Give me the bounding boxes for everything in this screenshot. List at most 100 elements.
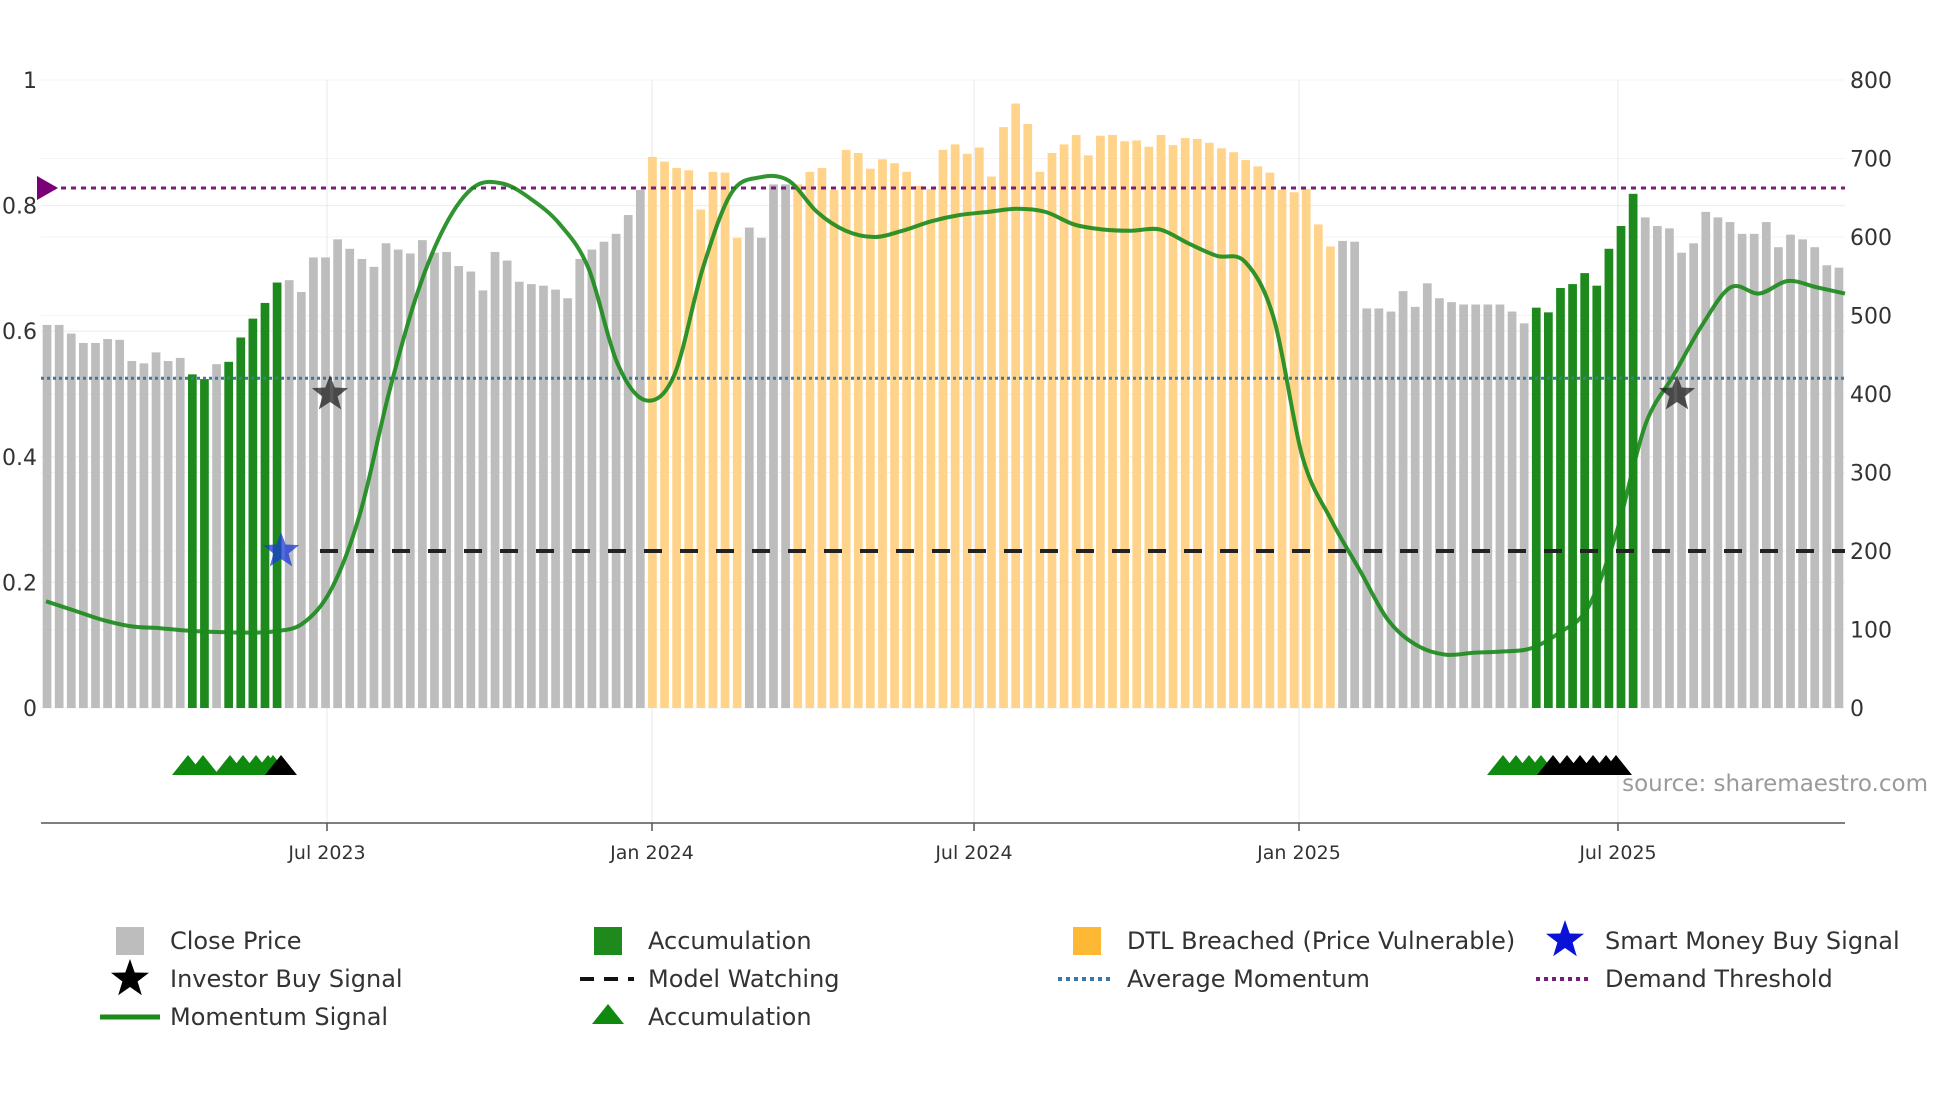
investor-buy-star-icon xyxy=(311,375,349,410)
x-tick-label: Jan 2025 xyxy=(1256,842,1341,864)
price-bar xyxy=(817,167,827,709)
price-bar xyxy=(720,172,730,708)
price-bar xyxy=(1410,306,1420,708)
legend-label-demand-threshold: Demand Threshold xyxy=(1605,965,1833,993)
price-bar xyxy=(115,339,125,708)
price-bar xyxy=(1229,152,1238,709)
legend-green-square-icon xyxy=(594,927,622,955)
x-axis-ticks: Jul 2023 Jan 2024 Jul 2024 Jan 2025 Jul 2025 xyxy=(287,823,1657,864)
price-bar xyxy=(79,342,88,708)
price-bar xyxy=(708,171,718,709)
y-left-tick-label: 0.8 xyxy=(2,195,37,220)
price-bar xyxy=(660,161,669,708)
price-bar xyxy=(442,251,451,709)
price-bar xyxy=(793,184,803,708)
y-axis-left: 0 0.2 0.4 0.6 0.8 1 xyxy=(2,69,37,722)
accumulation-triangle-icon xyxy=(265,755,297,775)
price-bar xyxy=(841,149,851,709)
price-bar xyxy=(648,156,657,708)
price-bar xyxy=(1120,141,1129,709)
price-bar xyxy=(66,333,76,708)
price-bar xyxy=(1047,153,1057,708)
price-bar xyxy=(490,251,500,709)
price-bar xyxy=(672,167,681,709)
price-bar xyxy=(393,249,403,708)
y-right-tick-label: 700 xyxy=(1850,148,1892,173)
price-bar xyxy=(1507,311,1517,708)
price-bar xyxy=(430,252,439,708)
y-right-tick-label: 500 xyxy=(1850,305,1892,330)
price-bar xyxy=(1374,308,1384,708)
legend-black-star-icon xyxy=(111,959,149,996)
price-bar xyxy=(805,171,815,709)
price-bar xyxy=(635,189,645,708)
smart-money-buy-star-icon xyxy=(262,532,300,567)
price-bar xyxy=(1059,144,1069,708)
price-bar xyxy=(1180,138,1190,709)
legend-label-dtl-breached: DTL Breached (Price Vulnerable) xyxy=(1127,927,1515,955)
price-bar xyxy=(1447,302,1456,708)
price-bar xyxy=(950,144,960,708)
legend-label-accumulation: Accumulation xyxy=(648,927,812,955)
price-bar xyxy=(781,184,790,708)
price-bar xyxy=(1798,239,1807,709)
price-bar xyxy=(1531,307,1541,708)
price-bar xyxy=(345,248,355,708)
price-bar xyxy=(454,266,464,708)
y-left-tick-label: 0.4 xyxy=(2,446,37,471)
price-bar xyxy=(1313,224,1323,708)
price-bar xyxy=(938,149,948,709)
signal-markers xyxy=(172,375,1696,775)
legend-label-momentum-signal: Momentum Signal xyxy=(170,1003,388,1031)
price-bar xyxy=(1083,155,1093,709)
price-bar xyxy=(1435,298,1444,708)
price-bar xyxy=(1749,233,1759,709)
price-bar xyxy=(1217,148,1226,709)
price-bar xyxy=(369,266,379,708)
price-bar xyxy=(42,324,52,708)
price-bar xyxy=(1253,166,1263,709)
price-bar xyxy=(1192,138,1202,708)
source-label: source: sharemaestro.com xyxy=(1622,771,1928,797)
price-bar xyxy=(502,260,512,708)
y-right-tick-label: 100 xyxy=(1850,619,1892,644)
price-bar xyxy=(1241,160,1251,708)
price-bar xyxy=(1604,248,1614,708)
price-bar xyxy=(526,284,536,708)
y-left-tick-label: 1 xyxy=(23,69,37,94)
y-right-tick-label: 600 xyxy=(1850,226,1892,251)
price-bar xyxy=(962,153,972,709)
price-bar xyxy=(757,237,766,708)
price-bar xyxy=(1023,123,1033,708)
price-bar xyxy=(1665,228,1674,709)
price-bar xyxy=(1265,172,1275,708)
price-bar xyxy=(1556,288,1565,708)
x-tick-label: Jul 2023 xyxy=(287,842,365,864)
price-bar xyxy=(1495,304,1505,708)
price-bar xyxy=(248,318,258,708)
price-bar xyxy=(163,361,173,708)
legend-label-investor-buy: Investor Buy Signal xyxy=(170,965,403,993)
price-bar xyxy=(357,258,367,708)
price-bar xyxy=(890,163,899,708)
price-bar xyxy=(1592,285,1602,708)
price-bar xyxy=(260,302,270,708)
price-bar xyxy=(696,209,706,708)
price-bar xyxy=(1725,222,1735,708)
y-right-tick-label: 0 xyxy=(1850,697,1864,722)
price-bar xyxy=(575,258,585,708)
price-bar xyxy=(200,379,209,708)
price-bar xyxy=(1834,267,1844,708)
price-bar xyxy=(1786,234,1795,708)
price-bar xyxy=(1628,193,1638,708)
price-bar xyxy=(1483,304,1493,708)
price-bar xyxy=(599,241,609,708)
price-bar xyxy=(1677,252,1686,708)
x-tick-label: Jul 2025 xyxy=(1578,842,1656,864)
price-bar xyxy=(1096,135,1105,709)
legend-green-triangle-icon xyxy=(592,1004,624,1024)
demand-threshold-marker-icon xyxy=(37,176,58,201)
price-bar xyxy=(224,361,234,708)
price-bars xyxy=(42,103,1844,709)
